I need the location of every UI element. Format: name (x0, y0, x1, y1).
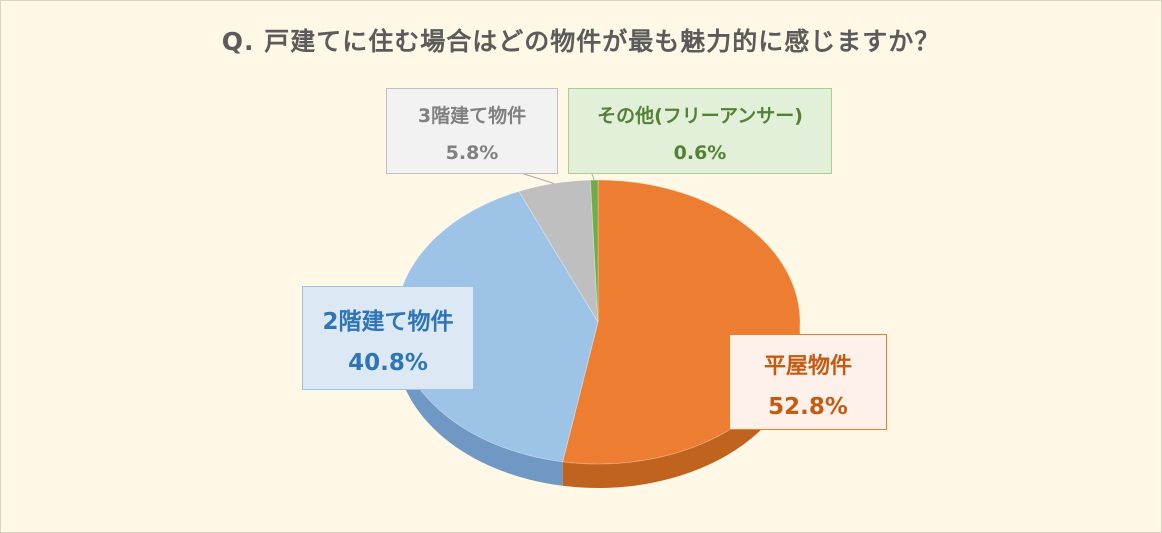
slice-label: 平屋物件 (763, 354, 852, 379)
slice-label: 3階建て物件 (417, 105, 527, 127)
slice-label: その他(フリーアンサー) (597, 105, 803, 127)
slice-value: 0.6% (673, 142, 727, 164)
slice-value: 52.8% (768, 394, 848, 420)
chart-title: Q. 戸建てに住む場合はどの物件が最も魅力的に感じますか？ (221, 27, 941, 56)
leader-line-other (591, 173, 595, 181)
data-label-three-story: 3階建て物件 5.8% (386, 88, 558, 174)
data-label-other: その他(フリーアンサー) 0.6% (568, 88, 832, 174)
leader-lines (523, 173, 595, 184)
slice-value: 5.8% (445, 142, 499, 164)
pie-side-two-story (396, 322, 563, 486)
pie-side-hiraya (562, 322, 800, 488)
pie-slice-three-story (518, 179, 599, 323)
leader-line-three-story (523, 173, 555, 184)
pie-slice-other (589, 179, 599, 323)
data-label-hiraya: 平屋物件 52.8% (729, 334, 887, 430)
slice-value: 40.8% (348, 350, 428, 376)
data-label-two-story: 2階建て物件 40.8% (302, 286, 474, 390)
slice-label: 2階建て物件 (322, 309, 454, 335)
pie-sides (396, 322, 800, 488)
